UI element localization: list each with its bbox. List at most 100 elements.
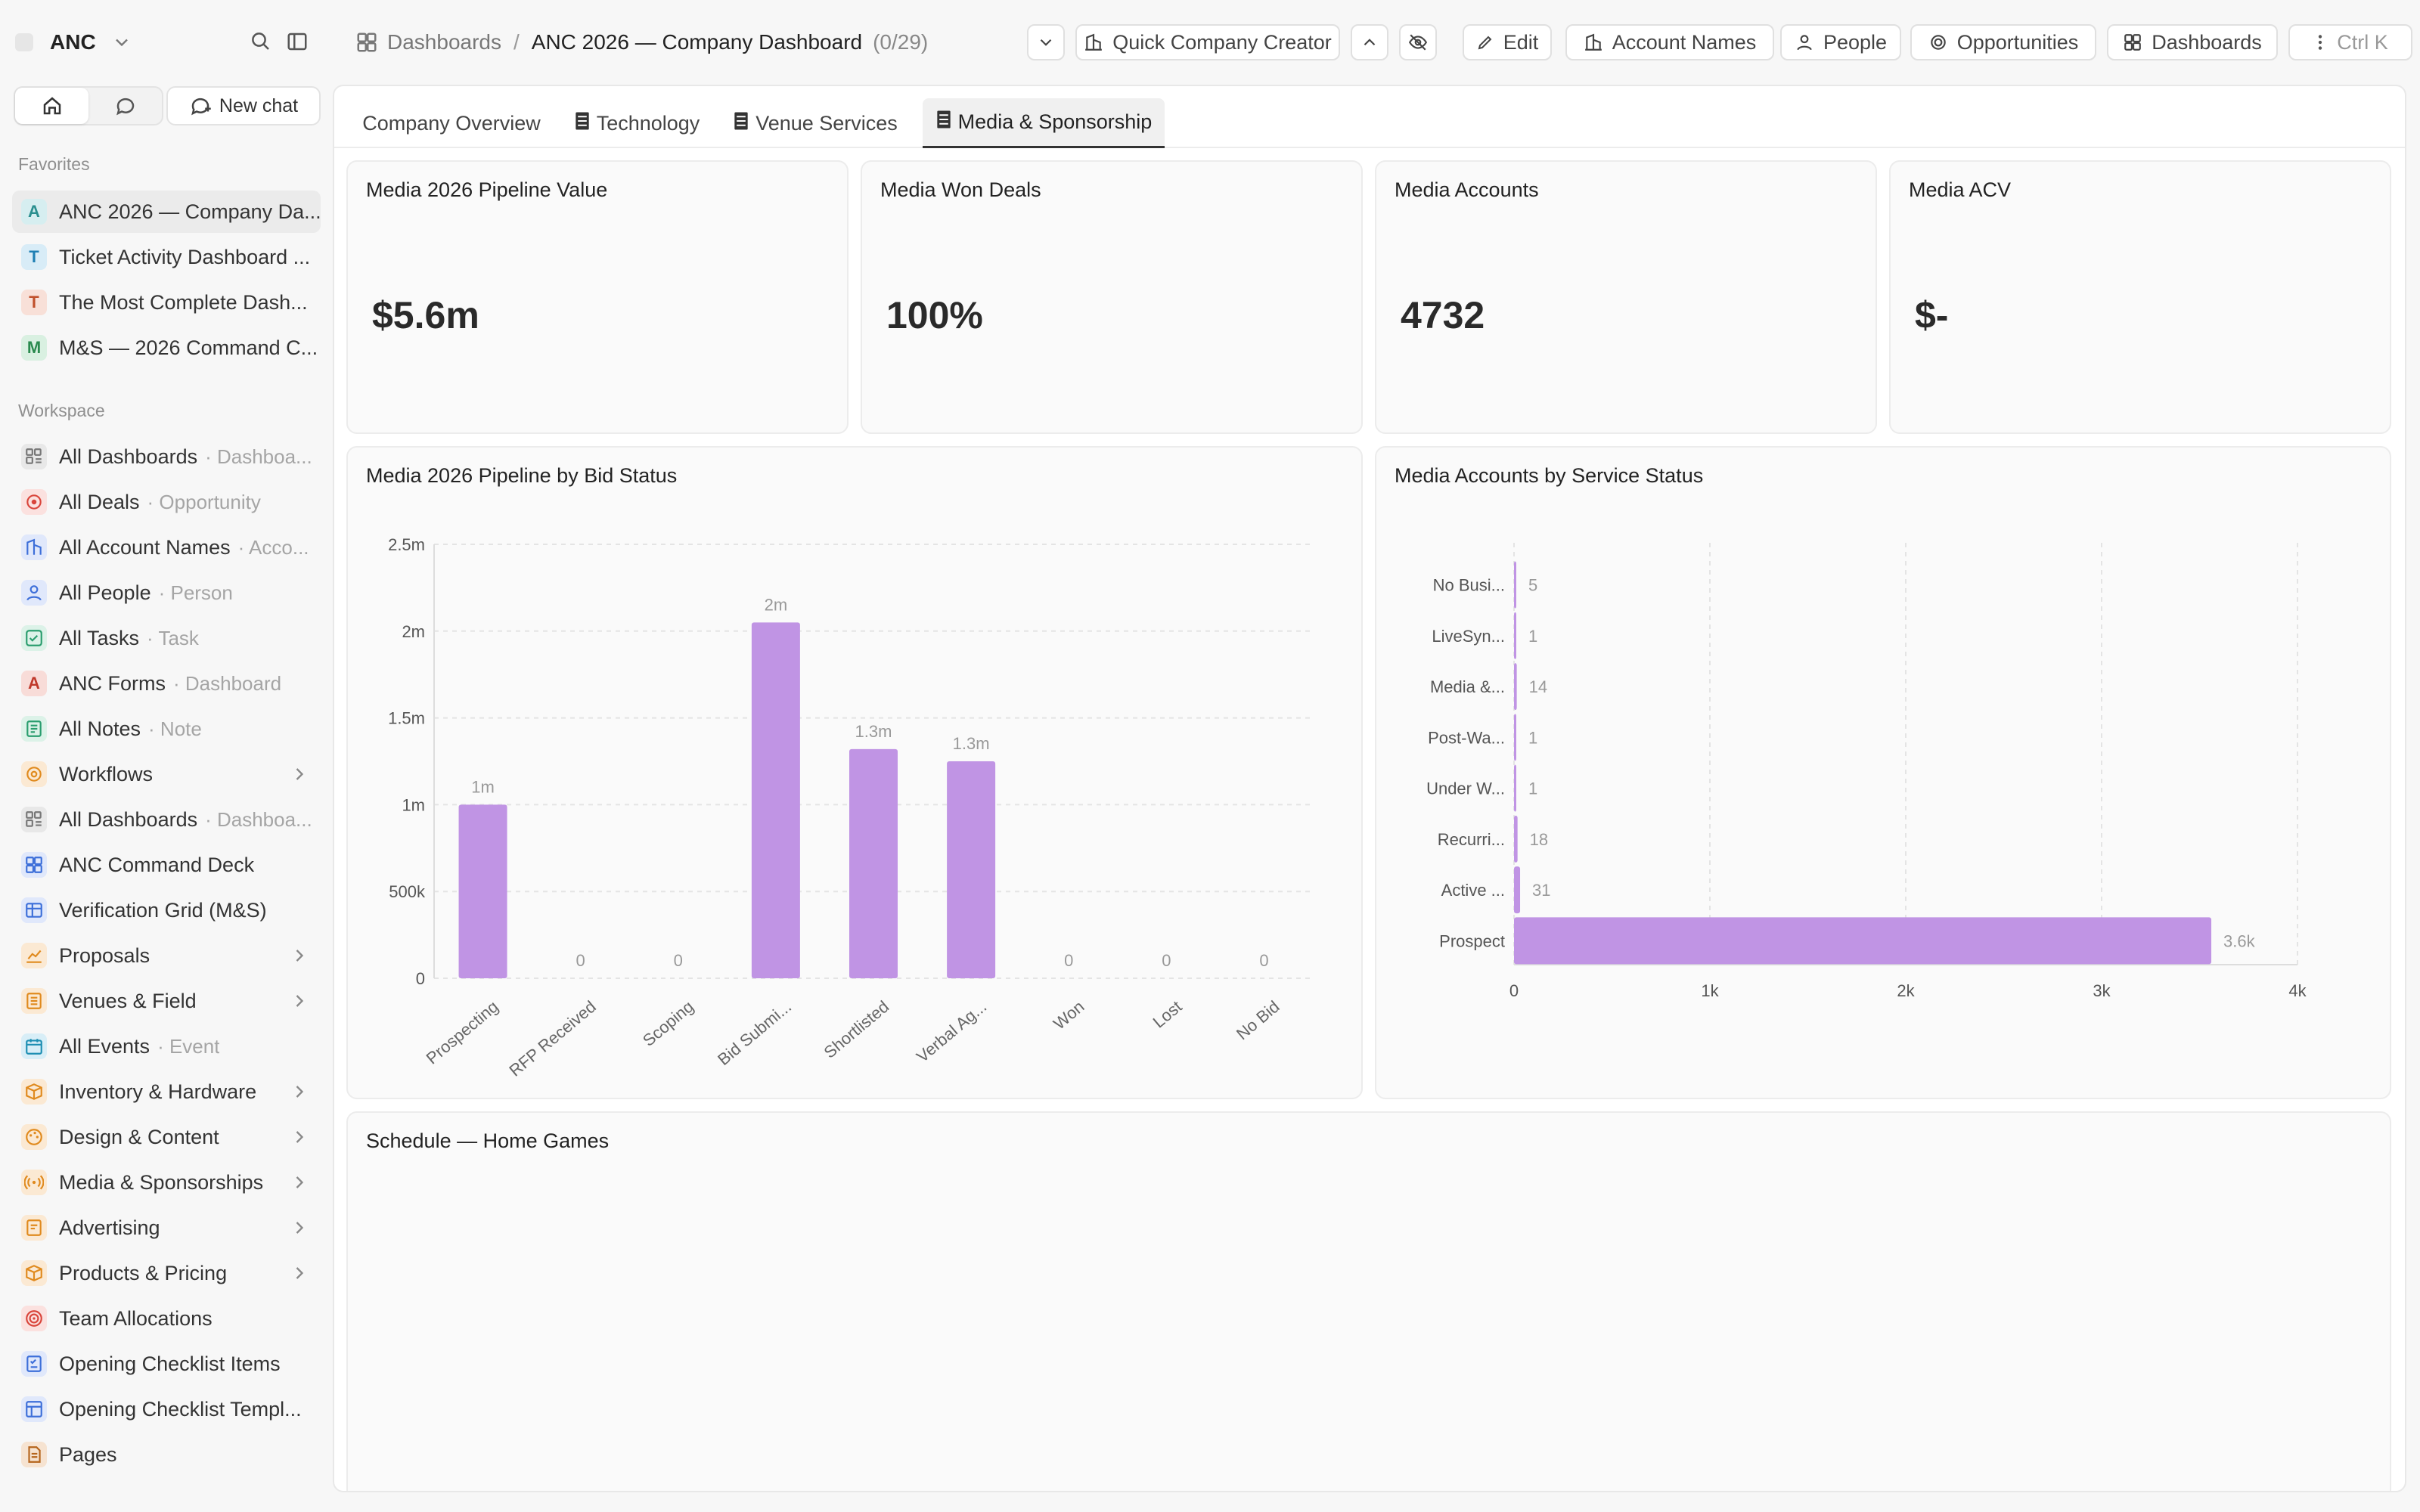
kpi-title: Media 2026 Pipeline Value xyxy=(366,178,608,201)
letter-a-icon: A xyxy=(21,671,47,696)
notes-icon xyxy=(21,716,47,742)
breadcrumb-root[interactable]: Dashboards xyxy=(387,30,501,54)
chevron-right-icon[interactable] xyxy=(289,990,310,1012)
quick-company-creator-button[interactable]: Quick Company Creator xyxy=(1075,24,1340,60)
sidebar-item[interactable]: All Account Names · Acco... xyxy=(12,526,321,569)
bar[interactable] xyxy=(1514,764,1516,812)
sidebar-item[interactable]: All Dashboards · Dashboa... xyxy=(12,435,321,478)
bar[interactable] xyxy=(1514,917,2212,965)
letter-avatar-icon: T xyxy=(21,290,47,315)
search-icon[interactable] xyxy=(250,30,272,53)
home-button[interactable] xyxy=(15,88,88,124)
sidebar-item[interactable]: Venues & Field xyxy=(12,980,321,1022)
pipeline-bar-chart: 0 500k 1m 1.5m 2m 2.5m 1m Prospecting 0 RFP Recei… xyxy=(388,535,1313,1080)
bar[interactable] xyxy=(1514,663,1517,711)
account-names-button[interactable]: Account Names xyxy=(1565,24,1774,60)
tab-label: Company Overview xyxy=(362,111,541,135)
template-icon xyxy=(21,1396,47,1422)
sidebar-item[interactable]: All Events · Event xyxy=(12,1025,321,1067)
chevron-right-icon[interactable] xyxy=(289,1081,310,1102)
sidebar-item[interactable]: Advertising xyxy=(12,1207,321,1249)
sidebar-item-label: ANC Forms xyxy=(59,671,166,695)
sidebar-item-label: Inventory & Hardware xyxy=(59,1080,257,1103)
sidebar-item[interactable]: All Notes · Note xyxy=(12,708,321,750)
sidebar-item[interactable]: Proposals xyxy=(12,934,321,977)
sidebar-item[interactable]: All Deals · Opportunity xyxy=(12,481,321,523)
dropdown-button[interactable] xyxy=(1027,24,1065,60)
icon-letter: T xyxy=(29,247,39,266)
sidebar-item-type: · Acco... xyxy=(237,535,309,559)
sidebar-item-label: M&S — 2026 Command C... xyxy=(59,336,318,359)
edit-button[interactable]: Edit xyxy=(1463,24,1552,60)
x-tick-label: RFP Received xyxy=(505,997,599,1080)
kpi-value: 100% xyxy=(886,294,983,336)
sidebar-toggle-icon[interactable] xyxy=(286,30,309,53)
tab-technology[interactable]: Technology xyxy=(561,98,712,148)
sidebar-item[interactable]: Media & Sponsorships xyxy=(12,1161,321,1204)
sidebar-item[interactable]: Opening Checklist Items xyxy=(12,1343,321,1385)
kpi-value: $5.6m xyxy=(372,294,479,336)
chevron-right-icon[interactable] xyxy=(289,945,310,966)
chevron-right-icon[interactable] xyxy=(289,1217,310,1238)
y-tick-label: 1m xyxy=(402,795,425,814)
sidebar-item[interactable]: Inventory & Hardware xyxy=(12,1070,321,1113)
account-names-label: Account Names xyxy=(1612,30,1757,54)
chevron-right-icon[interactable] xyxy=(289,1126,310,1148)
sidebar-item-type: · Opportunity xyxy=(147,490,261,513)
sidebar-item-label: Design & Content xyxy=(59,1125,219,1148)
sidebar-item[interactable]: Team Allocations xyxy=(12,1297,321,1340)
tab-venue-services[interactable]: Venue Services xyxy=(723,98,908,148)
opportunities-button[interactable]: Opportunities xyxy=(1910,24,2096,60)
bar[interactable] xyxy=(1514,815,1518,863)
bar[interactable] xyxy=(947,761,996,978)
people-button[interactable]: People xyxy=(1780,24,1901,60)
sidebar-item-label: The Most Complete Dash... xyxy=(59,290,308,314)
bar[interactable] xyxy=(1514,612,1516,659)
sidebar-item[interactable]: Verification Grid (M&S) xyxy=(12,889,321,931)
sidebar-item[interactable]: Opening Checklist Templ... xyxy=(12,1388,321,1430)
workflows-icon xyxy=(21,761,47,787)
sidebar-item[interactable]: A ANC 2026 — Company Da... xyxy=(12,191,321,233)
bar[interactable] xyxy=(1514,714,1516,761)
command-menu-button[interactable]: Ctrl K xyxy=(2288,24,2412,60)
sidebar-item[interactable]: All People · Person xyxy=(12,572,321,614)
letter-avatar-icon: T xyxy=(21,244,47,270)
bar[interactable] xyxy=(1514,561,1516,609)
bar[interactable] xyxy=(458,804,507,978)
sidebar-item-label: Products & Pricing xyxy=(59,1261,228,1284)
sidebar-item[interactable]: Workflows xyxy=(12,753,321,795)
sidebar-item[interactable]: A ANC Forms · Dashboard xyxy=(12,662,321,705)
sidebar-item-label: All Events xyxy=(59,1034,150,1058)
kpi-card: Media 2026 Pipeline Value $5.6m xyxy=(346,160,849,434)
sidebar-item[interactable]: All Dashboards · Dashboa... xyxy=(12,798,321,841)
sidebar-item[interactable]: Design & Content xyxy=(12,1116,321,1158)
tab-table-icon xyxy=(935,110,952,135)
y-tick-label: Active ... xyxy=(1441,881,1505,900)
sidebar-item[interactable]: T Ticket Activity Dashboard ... xyxy=(12,236,321,278)
collapse-button[interactable] xyxy=(1351,24,1388,60)
dashboard-icon xyxy=(2124,34,2142,51)
sidebar-item[interactable]: T The Most Complete Dash... xyxy=(12,281,321,324)
hide-button[interactable] xyxy=(1399,24,1437,60)
sidebar-item[interactable]: ANC Command Deck xyxy=(12,844,321,886)
chat-button[interactable] xyxy=(88,88,162,124)
sidebar-item[interactable]: Pages xyxy=(12,1433,321,1476)
sidebar-item-type: · Dashboa... xyxy=(205,807,312,831)
bar[interactable] xyxy=(849,748,898,978)
workspace-switcher[interactable]: ANC xyxy=(15,18,318,67)
new-chat-button[interactable]: New chat xyxy=(166,86,321,125)
tab-company-overview[interactable]: Company Overview xyxy=(352,98,551,148)
sidebar-item[interactable]: All Tasks · Task xyxy=(12,617,321,659)
dashboard-tabs: Company Overview Technology Venue Servic… xyxy=(334,86,2405,148)
tab-media-sponsorship[interactable]: Media & Sponsorship xyxy=(923,98,1165,148)
chevron-right-icon[interactable] xyxy=(289,1263,310,1284)
chevron-down-icon xyxy=(1040,39,1052,46)
chevron-right-icon[interactable] xyxy=(289,764,310,785)
sidebar-item-label: Venues & Field xyxy=(59,989,197,1012)
dashboards-button[interactable]: Dashboards xyxy=(2107,24,2278,60)
sidebar-item[interactable]: M M&S — 2026 Command C... xyxy=(12,327,321,369)
bar[interactable] xyxy=(1514,866,1521,914)
chevron-right-icon[interactable] xyxy=(289,1172,310,1193)
sidebar-item[interactable]: Products & Pricing xyxy=(12,1252,321,1294)
bar[interactable] xyxy=(751,622,800,978)
